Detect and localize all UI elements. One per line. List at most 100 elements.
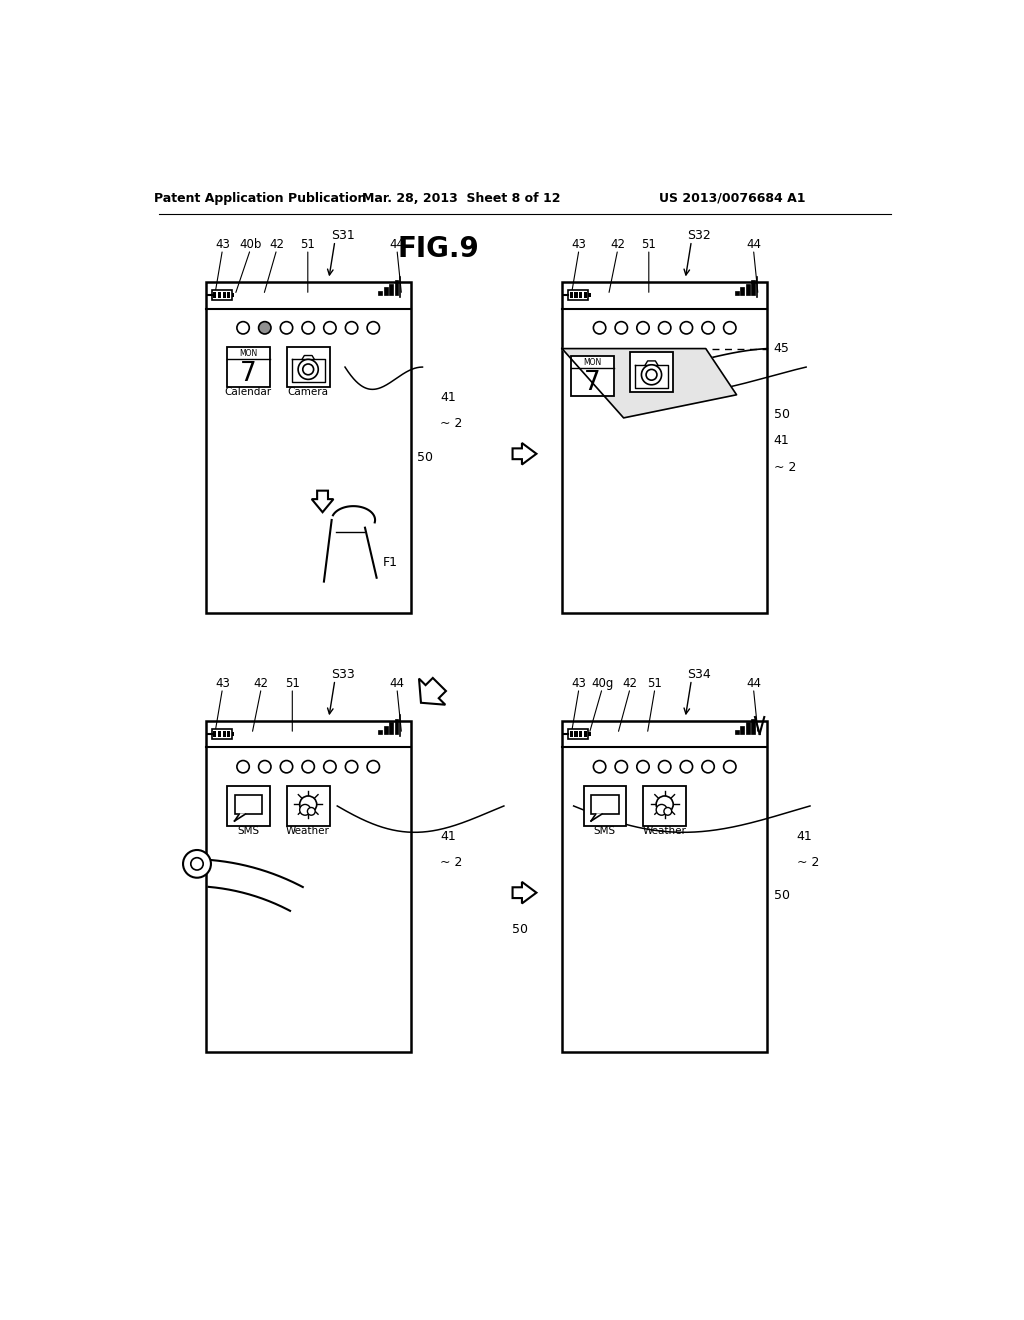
Bar: [574, 731, 578, 737]
Circle shape: [302, 760, 314, 774]
Circle shape: [637, 322, 649, 334]
Circle shape: [724, 322, 736, 334]
Circle shape: [307, 808, 315, 816]
Circle shape: [345, 322, 357, 334]
Circle shape: [656, 804, 667, 816]
Bar: [630, 352, 673, 392]
Circle shape: [701, 322, 715, 334]
Bar: [212, 290, 231, 300]
Bar: [745, 722, 750, 734]
Bar: [751, 718, 755, 734]
Polygon shape: [562, 348, 736, 418]
Circle shape: [298, 359, 318, 379]
Bar: [378, 292, 382, 296]
Bar: [227, 292, 230, 298]
Text: SMS: SMS: [238, 825, 259, 836]
Bar: [234, 795, 262, 814]
Text: 51: 51: [641, 238, 656, 251]
Bar: [287, 347, 330, 387]
Bar: [562, 721, 767, 1052]
Bar: [589, 293, 591, 297]
Circle shape: [237, 322, 249, 334]
Text: ~ 2: ~ 2: [440, 857, 463, 870]
Circle shape: [641, 364, 662, 385]
Circle shape: [615, 760, 628, 774]
Circle shape: [593, 760, 606, 774]
Bar: [394, 280, 398, 296]
Bar: [213, 731, 216, 737]
Polygon shape: [591, 814, 602, 821]
Bar: [740, 288, 744, 296]
Text: 44: 44: [745, 677, 761, 690]
Text: S31: S31: [331, 228, 354, 242]
Circle shape: [303, 364, 313, 375]
Circle shape: [324, 322, 336, 334]
Bar: [384, 726, 388, 734]
Bar: [751, 280, 755, 296]
Circle shape: [259, 322, 271, 334]
Bar: [231, 293, 234, 297]
Bar: [562, 281, 767, 612]
Text: F1: F1: [383, 556, 397, 569]
Circle shape: [646, 370, 657, 380]
Bar: [206, 721, 411, 1052]
Circle shape: [367, 760, 380, 774]
Text: 50: 50: [417, 450, 433, 463]
Circle shape: [701, 760, 715, 774]
Bar: [745, 284, 750, 296]
Text: 42: 42: [254, 677, 268, 690]
Text: 50: 50: [773, 890, 790, 903]
Text: ~ 2: ~ 2: [797, 857, 819, 870]
Text: 44: 44: [745, 238, 761, 251]
Polygon shape: [513, 882, 537, 903]
Bar: [213, 292, 216, 298]
Bar: [206, 281, 411, 612]
Text: S34: S34: [687, 668, 711, 681]
Bar: [740, 726, 744, 734]
Text: S32: S32: [687, 228, 711, 242]
Bar: [569, 292, 572, 298]
Bar: [378, 730, 382, 734]
Text: 42: 42: [269, 238, 285, 251]
Bar: [394, 718, 398, 734]
Polygon shape: [311, 491, 334, 512]
Text: FIG.9: FIG.9: [397, 235, 479, 263]
Text: US 2013/0076684 A1: US 2013/0076684 A1: [659, 191, 806, 205]
Bar: [227, 785, 270, 826]
Text: 40g: 40g: [591, 677, 613, 690]
Text: 41: 41: [440, 391, 456, 404]
Circle shape: [367, 322, 380, 334]
Polygon shape: [419, 678, 446, 705]
Text: Weather: Weather: [286, 825, 330, 836]
Text: ndar: ndar: [581, 371, 605, 381]
Circle shape: [302, 322, 314, 334]
Circle shape: [658, 322, 671, 334]
Circle shape: [281, 760, 293, 774]
Bar: [571, 356, 614, 396]
Bar: [643, 785, 686, 826]
Bar: [218, 731, 221, 737]
Text: 41: 41: [797, 830, 813, 843]
Bar: [568, 730, 589, 739]
Text: ~ 2: ~ 2: [773, 461, 796, 474]
Text: 50: 50: [773, 408, 790, 421]
Text: Patent Application Publication: Patent Application Publication: [154, 191, 366, 205]
Bar: [591, 795, 618, 814]
Circle shape: [680, 760, 692, 774]
Text: Camera: Camera: [631, 392, 672, 403]
Bar: [222, 292, 225, 298]
Text: 7: 7: [241, 360, 257, 387]
Bar: [584, 731, 587, 737]
Bar: [579, 292, 583, 298]
Text: S33: S33: [331, 668, 354, 681]
Text: 50: 50: [512, 923, 527, 936]
Text: 44: 44: [389, 677, 404, 690]
Bar: [574, 292, 578, 298]
Text: 43: 43: [571, 677, 587, 690]
Circle shape: [680, 322, 692, 334]
Bar: [231, 731, 234, 737]
Polygon shape: [513, 444, 537, 465]
Text: 44: 44: [389, 238, 404, 251]
Bar: [584, 292, 587, 298]
Text: 45: 45: [773, 342, 790, 355]
